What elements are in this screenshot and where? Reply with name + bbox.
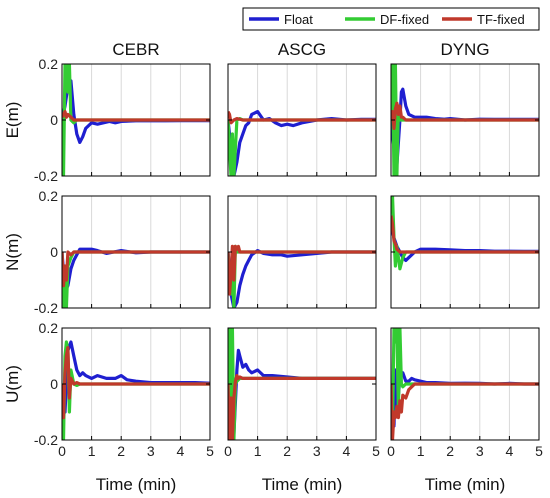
column-title: CEBR: [112, 40, 159, 59]
panel: -0.2 0 0.2: [34, 56, 211, 184]
x-tick-label: 1: [254, 443, 262, 459]
y-tick-label: 0: [50, 376, 58, 392]
panel: 0 1 2 3 4 5: [387, 327, 543, 459]
panel: -0.200.20 1 2 3 4 5: [34, 320, 214, 459]
y-axis-label: U(m): [3, 365, 22, 403]
y-tick-label: -0.2: [34, 432, 58, 448]
series-line-tf-fixed: [391, 101, 539, 130]
x-tick-label: 1: [88, 443, 96, 459]
x-tick-label: 0: [387, 443, 395, 459]
y-tick-label: 0: [50, 244, 58, 260]
x-tick-label: 4: [177, 443, 185, 459]
y-tick-label: 0.2: [39, 56, 59, 72]
x-tick-label: 2: [283, 443, 291, 459]
x-tick-label: 3: [476, 443, 484, 459]
series-line-tf-fixed: [62, 346, 210, 420]
x-axis-label: Time (min): [262, 475, 343, 494]
x-tick-label: 0: [224, 443, 232, 459]
column-title: ASCG: [278, 40, 326, 59]
panel: [390, 195, 540, 309]
legend-label: TF-fixed: [477, 12, 525, 27]
y-tick-label: 0.2: [39, 188, 59, 204]
panel: [227, 195, 377, 309]
x-tick-label: 3: [313, 443, 321, 459]
x-tick-label: 1: [417, 443, 425, 459]
x-tick-label: 4: [506, 443, 514, 459]
series-line-tf-fixed: [62, 110, 210, 122]
y-tick-label: 0: [50, 112, 58, 128]
panel-background: [228, 328, 376, 440]
x-tick-label: 2: [117, 443, 125, 459]
x-tick-label: 2: [446, 443, 454, 459]
y-axis-label: N(m): [3, 233, 22, 271]
y-axis-label: E(m): [3, 102, 22, 139]
legend-label: DF-fixed: [380, 12, 429, 27]
column-title: DYNG: [440, 40, 489, 59]
x-axis-label: Time (min): [96, 475, 177, 494]
series-line-tf-fixed: [62, 250, 210, 288]
series-line-tf-fixed: [228, 244, 376, 296]
x-tick-label: 3: [147, 443, 155, 459]
panel: [227, 63, 377, 177]
x-tick-label: 5: [372, 443, 380, 459]
row-axis-labels: E(m) N(m) U(m): [3, 102, 22, 403]
x-tick-label: 5: [535, 443, 543, 459]
series-line-tf-fixed: [228, 374, 376, 440]
legend-box: [242, 7, 540, 31]
series-line-tf-fixed: [391, 382, 539, 440]
panel: [390, 63, 540, 177]
x-axis-labels: Time (min) Time (min) Time (min): [96, 475, 506, 494]
x-tick-label: 4: [343, 443, 351, 459]
y-tick-label: -0.2: [34, 300, 58, 316]
x-tick-label: 5: [206, 443, 214, 459]
y-tick-label: -0.2: [34, 168, 58, 184]
panel: -0.2 0 0.2: [34, 188, 211, 316]
column-titles: CEBR ASCG DYNG: [112, 40, 489, 59]
x-tick-label: 0: [58, 443, 66, 459]
y-tick-label: 0.2: [39, 320, 59, 336]
panels: -0.200.2-0.200.2-0.200.20 1 2 3 4 5 0 1 2 3 4 5 0 1 2 3…: [34, 56, 543, 459]
legend: Float DF-fixed TF-fixed: [242, 7, 540, 31]
x-axis-label: Time (min): [425, 475, 506, 494]
legend-label: Float: [284, 12, 313, 27]
panel: 0 1 2 3 4 5: [224, 327, 380, 459]
series-line-tf-fixed: [391, 215, 539, 254]
